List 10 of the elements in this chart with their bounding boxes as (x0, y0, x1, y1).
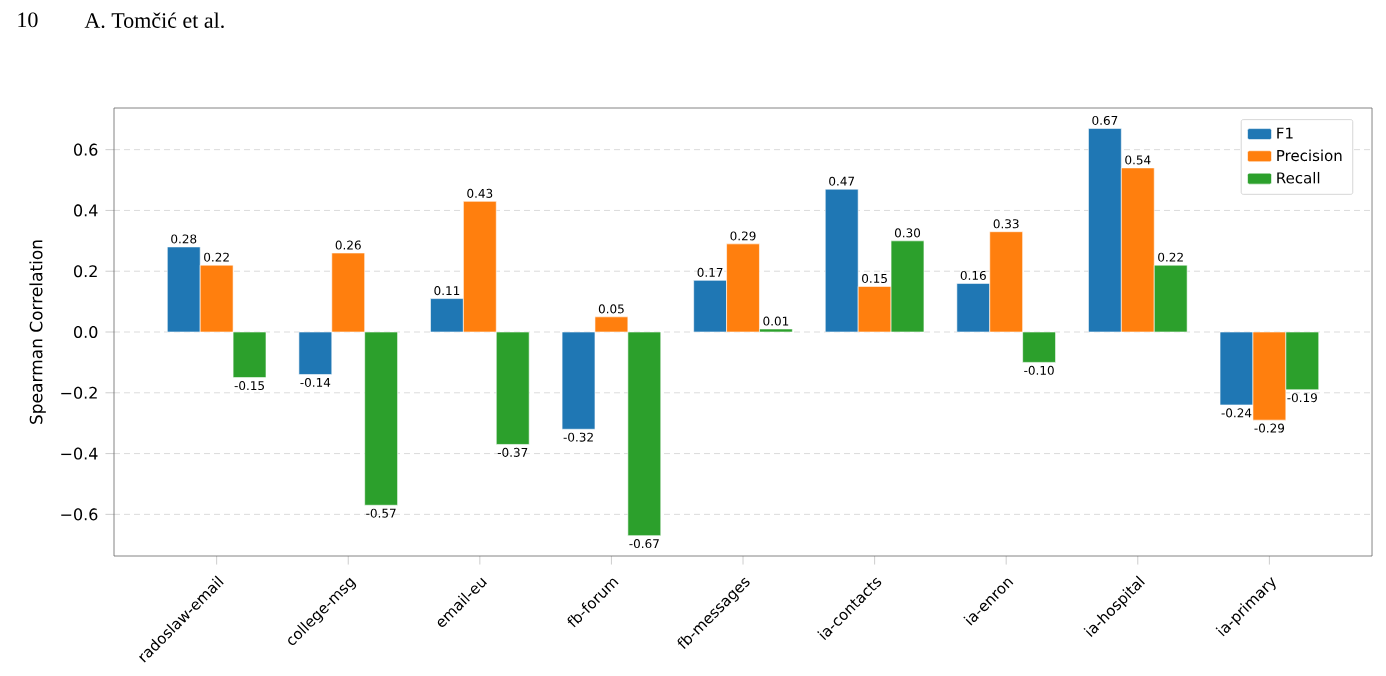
y-tick-label: −0.6 (61, 508, 98, 521)
y-tick-label: 0.2 (74, 265, 97, 278)
y-tick-label: 0.0 (74, 325, 98, 339)
y-tick-label: 0.4 (74, 204, 98, 217)
y-tick-label: −0.4 (61, 447, 98, 460)
y-tick-label: −0.2 (61, 386, 97, 399)
text: A. Tomčić et al. (84, 12, 224, 29)
y-axis-title: Spearman Correlation (29, 240, 46, 424)
text: 10 (18, 12, 38, 28)
y-tick-label: 0.6 (74, 143, 98, 156)
